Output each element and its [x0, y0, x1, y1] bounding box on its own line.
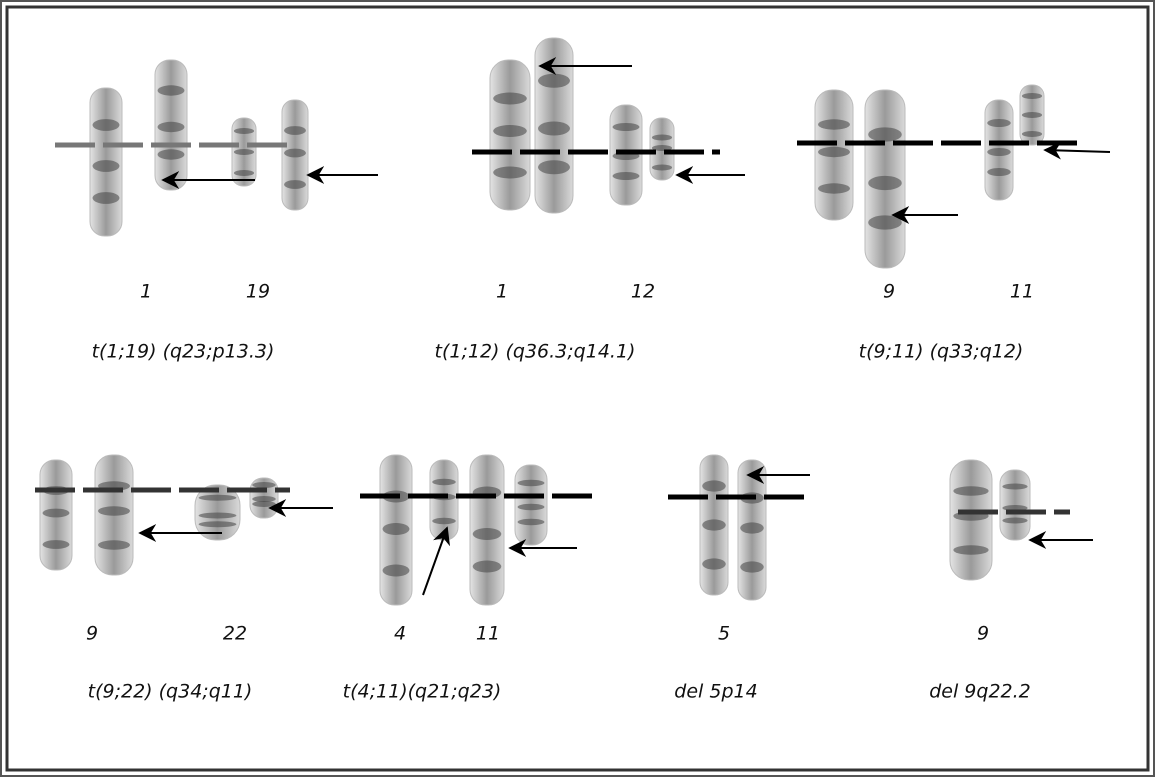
band: [199, 513, 237, 519]
band: [987, 168, 1011, 176]
chromosome-label: 11: [1010, 281, 1034, 303]
band: [252, 501, 276, 507]
band: [284, 180, 306, 189]
figure: 119t(1;19) (q23;p13.3)112t(1;12) (q36.3;…: [0, 0, 1155, 777]
band: [652, 165, 672, 171]
band: [493, 93, 527, 105]
band: [702, 519, 726, 530]
band: [702, 480, 726, 491]
band: [987, 119, 1011, 127]
band: [953, 486, 988, 496]
band: [652, 135, 672, 141]
band: [493, 125, 527, 137]
band: [252, 482, 276, 488]
band: [158, 85, 185, 95]
band: [432, 479, 456, 485]
band: [740, 561, 764, 572]
band: [234, 128, 254, 134]
caption: t(1;12) (q36.3;q14.1): [435, 341, 636, 363]
band: [518, 480, 545, 486]
caption: t(1;19) (q23;p13.3): [92, 341, 275, 363]
band: [818, 147, 850, 157]
caption: t(9;11) (q33;q12): [859, 341, 1024, 363]
band: [234, 170, 254, 176]
band: [234, 149, 254, 155]
band: [538, 160, 570, 174]
chromosome-label: 1: [140, 281, 152, 303]
chromosome-label: 9: [86, 623, 98, 645]
band: [93, 119, 120, 131]
band: [702, 558, 726, 569]
band: [1002, 518, 1027, 524]
band: [199, 495, 237, 501]
band: [43, 509, 70, 518]
caption: del 5p14: [674, 681, 757, 703]
arrow: [423, 528, 447, 595]
band: [93, 160, 120, 172]
band: [98, 540, 130, 550]
band: [158, 122, 185, 132]
band: [493, 167, 527, 179]
band: [473, 561, 502, 573]
arrow: [1045, 150, 1110, 152]
band: [613, 123, 640, 131]
band: [818, 119, 850, 129]
band: [199, 521, 237, 527]
band: [518, 504, 545, 510]
chromosome-label: 22: [223, 623, 247, 645]
band: [868, 176, 902, 190]
chromosome-art: [35, 38, 1110, 605]
band: [1022, 112, 1042, 118]
band: [1002, 484, 1027, 490]
caption: t(4;11)(q21;q23): [343, 681, 502, 703]
band: [613, 172, 640, 180]
band: [93, 192, 120, 204]
band: [43, 540, 70, 549]
band: [740, 522, 764, 533]
band: [383, 565, 410, 577]
band: [1022, 93, 1042, 99]
chromosome-label: 5: [718, 623, 730, 645]
chromosome-label: 12: [631, 281, 655, 303]
caption: del 9q22.2: [929, 681, 1031, 703]
chromosome-label: 19: [246, 281, 270, 303]
band: [432, 518, 456, 524]
band: [1022, 131, 1042, 137]
band: [987, 148, 1011, 156]
band: [518, 519, 545, 525]
band: [383, 523, 410, 535]
band: [284, 149, 306, 158]
band: [953, 545, 988, 555]
band: [868, 127, 902, 141]
band: [538, 122, 570, 136]
chromosome-label: 11: [476, 623, 500, 645]
chromosome-label: 9: [977, 623, 989, 645]
band: [868, 215, 902, 229]
caption: t(9;22) (q34;q11): [88, 681, 253, 703]
chromosome-label: 4: [394, 623, 406, 645]
band: [538, 74, 570, 88]
band: [284, 126, 306, 135]
chromosome-label: 9: [883, 281, 895, 303]
band: [473, 528, 502, 540]
band: [158, 149, 185, 159]
band: [818, 183, 850, 193]
band: [98, 506, 130, 516]
chromosome-label: 1: [496, 281, 508, 303]
